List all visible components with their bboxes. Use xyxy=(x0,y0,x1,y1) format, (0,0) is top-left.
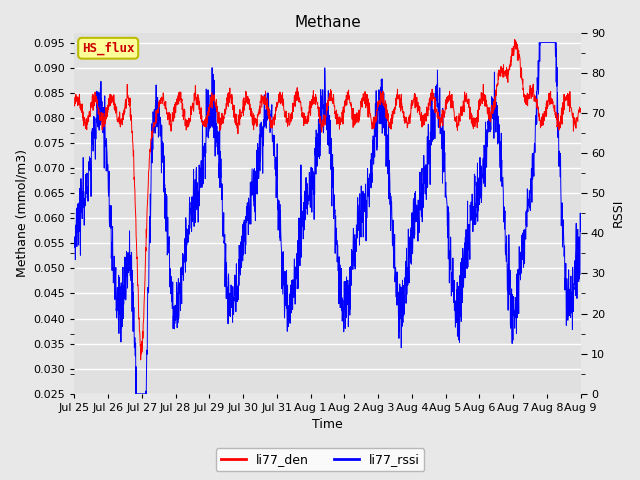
Y-axis label: RSSI: RSSI xyxy=(612,199,625,228)
Title: Methane: Methane xyxy=(294,15,361,30)
Legend: li77_den, li77_rssi: li77_den, li77_rssi xyxy=(216,448,424,471)
X-axis label: Time: Time xyxy=(312,419,343,432)
Text: HS_flux: HS_flux xyxy=(82,42,134,55)
Y-axis label: Methane (mmol/m3): Methane (mmol/m3) xyxy=(15,149,28,277)
